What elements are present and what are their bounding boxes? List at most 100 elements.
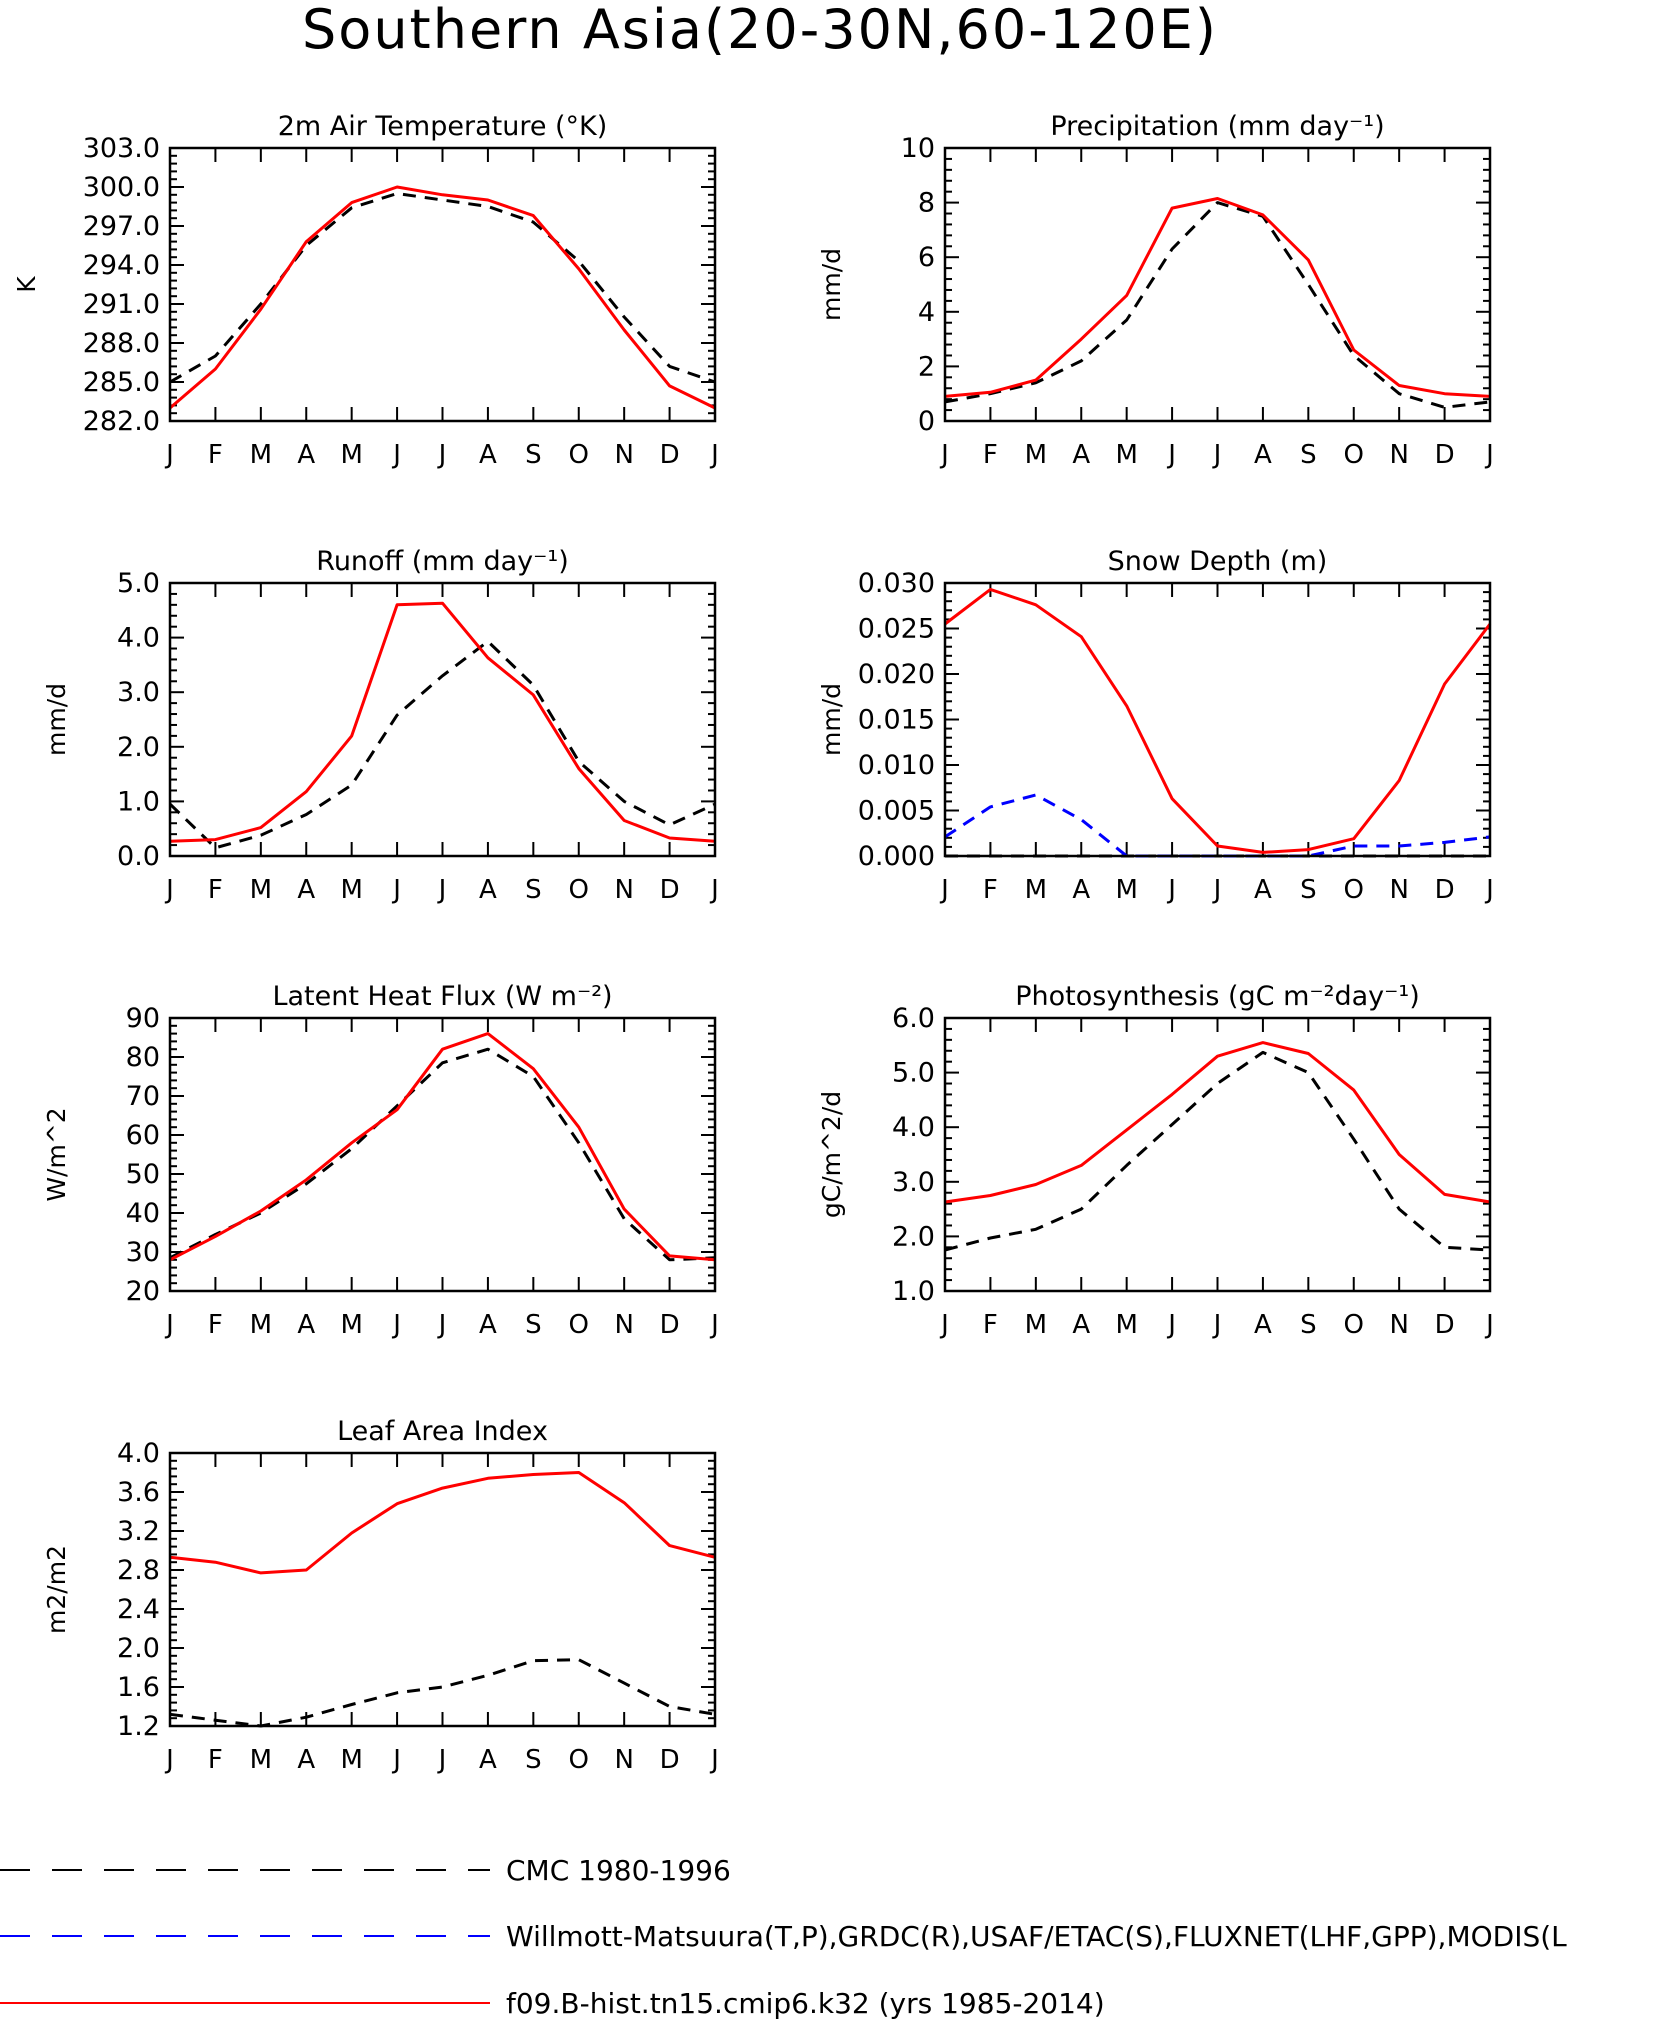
panel-title: Snow Depth (m) xyxy=(1108,546,1328,577)
x-tick-label: M xyxy=(1025,875,1047,905)
x-tick-label: A xyxy=(479,875,497,905)
y-tick-label: 0.000 xyxy=(858,841,935,872)
x-tick-label: J xyxy=(164,1310,174,1340)
x-tick-label: F xyxy=(983,440,998,470)
y-tick-label: 0.010 xyxy=(858,750,935,781)
panel-title: 2m Air Temperature (°K) xyxy=(278,111,608,142)
y-axis-label: mm/d xyxy=(817,683,846,756)
y-tick-label: 30 xyxy=(126,1237,160,1268)
y-tick-label: 291.0 xyxy=(83,289,160,320)
panel-5: Latent Heat Flux (W m⁻²) W/m^2 20 30 40 50 60 7… xyxy=(42,981,719,1340)
y-tick-label: 0.030 xyxy=(858,568,935,599)
y-tick-label: 0 xyxy=(918,406,935,437)
x-tick-label: A xyxy=(479,1310,497,1340)
x-tick-label: M xyxy=(1115,875,1137,905)
series-line-model xyxy=(944,1041,1491,1204)
y-tick-label: 4.0 xyxy=(117,623,160,654)
y-tick-label: 3.6 xyxy=(117,1477,160,1508)
x-tick-label: J xyxy=(437,1745,447,1775)
x-tick-label: J xyxy=(164,440,174,470)
x-tick-label: J xyxy=(164,1745,174,1775)
x-tick-label: J xyxy=(1212,440,1222,470)
y-tick-label: 2.0 xyxy=(892,1221,935,1252)
x-tick-label: F xyxy=(983,1310,998,1340)
x-tick-label: O xyxy=(569,1745,589,1775)
x-tick-label: S xyxy=(525,440,542,470)
series-line-obs1 xyxy=(168,639,716,850)
x-tick-label: F xyxy=(983,875,998,905)
x-tick-label: A xyxy=(297,440,315,470)
x-tick-label: N xyxy=(614,875,633,905)
plot-frame xyxy=(168,146,717,423)
series-line-model xyxy=(944,197,1491,398)
x-tick-label: J xyxy=(437,440,447,470)
panel-title: Leaf Area Index xyxy=(337,1416,548,1447)
x-tick-label: N xyxy=(614,1745,633,1775)
x-tick-label: J xyxy=(437,1310,447,1340)
main-title: Southern Asia(20-30N,60-120E) xyxy=(302,0,1218,61)
y-tick-label: 294.0 xyxy=(83,250,160,281)
x-tick-label: M xyxy=(1025,1310,1047,1340)
x-tick-label: O xyxy=(1344,440,1364,470)
y-tick-label: 1.0 xyxy=(117,786,160,817)
x-tick-label: A xyxy=(1254,875,1272,905)
panel-title: Photosynthesis (gC m⁻²day⁻¹) xyxy=(1015,981,1419,1012)
y-axis-label: mm/d xyxy=(817,248,846,321)
y-tick-label: 4 xyxy=(918,297,935,328)
plot-frame xyxy=(943,1016,1492,1293)
plot-frame xyxy=(168,1451,717,1728)
y-tick-label: 6.0 xyxy=(892,1003,935,1034)
x-tick-label: D xyxy=(660,875,680,905)
x-tick-label: J xyxy=(939,1310,949,1340)
y-tick-label: 3.0 xyxy=(892,1167,935,1198)
y-axis-label: mm/d xyxy=(42,683,71,756)
x-tick-label: J xyxy=(1166,440,1176,470)
y-tick-label: 4.0 xyxy=(892,1112,935,1143)
y-tick-label: 2.0 xyxy=(117,1633,160,1664)
x-tick-label: J xyxy=(1484,1310,1494,1340)
series-line-model xyxy=(944,587,1492,854)
y-tick-label: 90 xyxy=(126,1003,160,1034)
panels-group: 2m Air Temperature (°K)K282.0285.0288.02… xyxy=(12,111,1494,1775)
panel-title: Precipitation (mm day⁻¹) xyxy=(1050,111,1384,142)
panel-7: Leaf Area Index m2/m2 1.2 1.6 2.0 2.4 2.8 3.2 3.… xyxy=(42,1416,719,1775)
x-tick-label: J xyxy=(709,1745,719,1775)
series-line-obs1 xyxy=(944,201,1491,409)
x-tick-label: O xyxy=(1344,1310,1364,1340)
x-tick-label: S xyxy=(1300,875,1317,905)
x-tick-label: M xyxy=(340,875,362,905)
panel-3: Runoff (mm day⁻¹) mm/d 0.0 1.0 2.0 3.0 4.0 5.0 J… xyxy=(42,546,719,905)
x-tick-label: A xyxy=(479,1745,497,1775)
x-tick-label: M xyxy=(1025,440,1047,470)
panel-4: Snow Depth (m) mm/d 0.000 0.005 0.010 0.015 0.… xyxy=(817,546,1494,905)
x-tick-label: S xyxy=(525,1310,542,1340)
x-tick-label: J xyxy=(709,875,719,905)
x-tick-label: J xyxy=(709,1310,719,1340)
x-tick-label: A xyxy=(1072,440,1090,470)
x-tick-label: M xyxy=(250,1745,272,1775)
x-tick-label: M xyxy=(340,1310,362,1340)
y-axis-label: gC/m^2/d xyxy=(817,1091,846,1218)
x-tick-label: J xyxy=(391,1310,401,1340)
x-tick-label: J xyxy=(939,875,949,905)
y-tick-label: 1.2 xyxy=(117,1711,160,1742)
x-tick-label: A xyxy=(1254,1310,1272,1340)
y-tick-label: 8 xyxy=(918,188,935,219)
y-tick-label: 0.0 xyxy=(117,841,160,872)
plot-frame xyxy=(943,146,1492,423)
x-tick-label: J xyxy=(437,875,447,905)
series-line-model xyxy=(169,185,716,410)
panel-1: 2m Air Temperature (°K) K 282.0 285.0 288.0 2… xyxy=(12,111,719,470)
x-tick-label: A xyxy=(479,440,497,470)
y-tick-label: 5.0 xyxy=(892,1058,935,1089)
x-tick-label: M xyxy=(340,1745,362,1775)
y-axis-label: m2/m2 xyxy=(42,1545,71,1634)
series-line-obs1 xyxy=(169,1047,716,1262)
x-tick-label: F xyxy=(208,1310,223,1340)
x-tick-label: A xyxy=(1072,875,1090,905)
y-tick-label: 3.0 xyxy=(117,677,160,708)
series-line-model xyxy=(169,1471,716,1575)
y-tick-label: 288.0 xyxy=(83,328,160,359)
y-tick-label: 2.8 xyxy=(117,1555,160,1586)
